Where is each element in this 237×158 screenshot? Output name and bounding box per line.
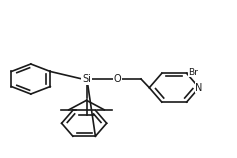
Text: N: N xyxy=(195,83,203,93)
Text: O: O xyxy=(114,74,121,84)
Text: Si: Si xyxy=(82,74,91,84)
Text: Br: Br xyxy=(188,68,198,77)
